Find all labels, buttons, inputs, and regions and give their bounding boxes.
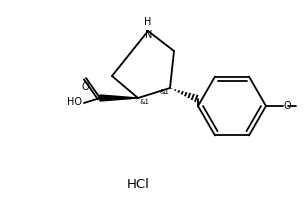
Text: HO: HO [67,97,82,107]
Text: O: O [81,82,89,92]
Text: H: H [144,17,152,27]
Text: O: O [284,101,292,111]
Polygon shape [100,95,138,101]
Text: &1: &1 [140,99,150,105]
Text: &1: &1 [159,89,169,95]
Text: HCl: HCl [126,178,150,191]
Text: N: N [145,30,153,40]
